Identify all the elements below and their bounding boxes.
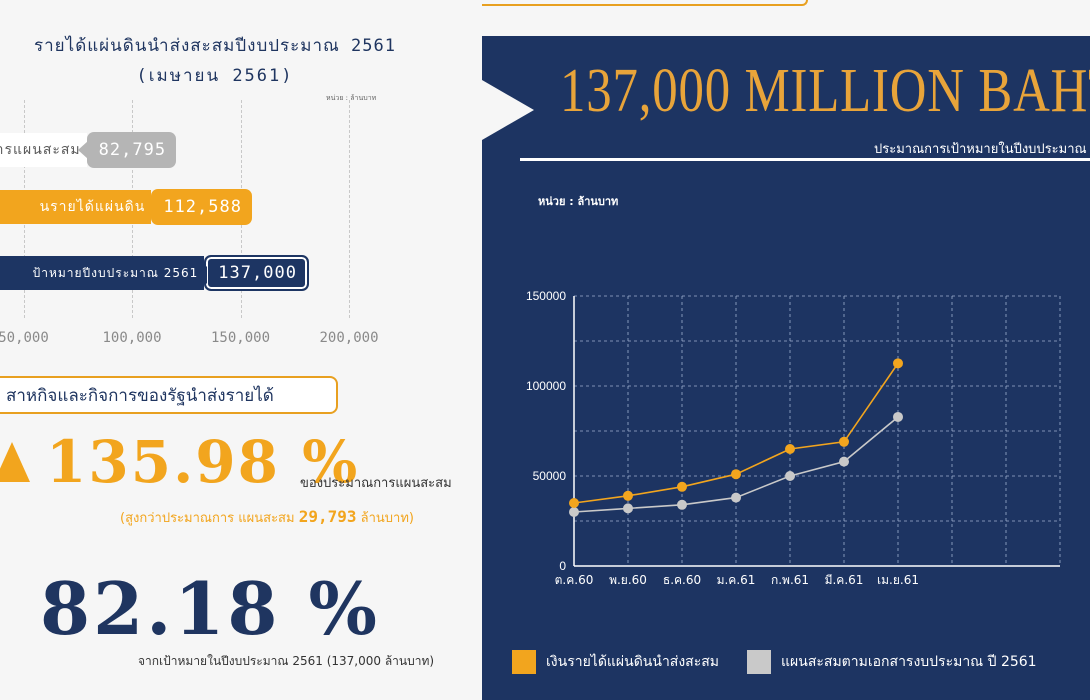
legend-swatch-orange xyxy=(512,650,536,674)
data-point xyxy=(893,411,903,422)
x-tick-label: ธ.ค.60 xyxy=(663,573,701,587)
x-tick-label: ก.พ.61 xyxy=(771,573,809,587)
data-point xyxy=(785,444,795,454)
arrow-notch xyxy=(482,80,534,140)
bar-label: ะมาณการแผนสะสม xyxy=(0,133,87,167)
x-tick-label: พ.ย.60 xyxy=(609,573,647,587)
legend: เงินรายได้แผ่นดินนำส่งสะสม แผนสะสมตามเอก… xyxy=(512,650,1065,674)
data-point xyxy=(785,471,795,481)
data-point xyxy=(677,499,687,510)
bar-row: ป้าหมายปีงบประมาณ 2561 137,000 xyxy=(0,255,309,291)
bar-row: ะมาณการแผนสะสม82,795 xyxy=(0,132,177,168)
headline: 137,000 MILLION BAHT xyxy=(560,57,1090,125)
divider xyxy=(520,158,1090,161)
note-value: 29,793 xyxy=(298,507,357,526)
data-point xyxy=(569,498,579,508)
percentage-note: (สูงกว่าประมาณการ แผนสะสม 29,793 ล้านบาท… xyxy=(120,507,414,528)
data-point xyxy=(839,436,849,447)
data-point xyxy=(677,481,687,492)
bar-chart-unit: หน่วย : ล้านบาท xyxy=(326,94,377,102)
x-tick-label: 50,000 xyxy=(0,330,49,346)
percentage-caption: ของประมาณการแผนสะสม xyxy=(300,476,452,491)
gridline xyxy=(349,100,350,318)
bar-value-label: 137,000 xyxy=(197,255,309,291)
line-chart-unit: หน่วย : ล้านบาท xyxy=(538,195,619,208)
big-percentage-2: 82.18 % xyxy=(40,566,380,651)
note-prefix: (สูงกว่าประมาณการ แผนสะสม xyxy=(120,511,295,526)
bar-value-label: 82,795 xyxy=(77,132,177,168)
x-tick-label: 200,000 xyxy=(319,330,379,346)
y-tick-label: 150000 xyxy=(526,289,566,303)
x-tick-label: ต.ค.60 xyxy=(555,573,594,587)
x-tick-label: มี.ค.61 xyxy=(825,573,864,587)
data-point xyxy=(839,456,849,467)
x-tick-label: 150,000 xyxy=(210,330,271,346)
data-point xyxy=(569,507,579,517)
up-triangle-icon xyxy=(0,442,30,482)
bar-chart-subtitle: (เมษายน 2561) xyxy=(136,66,294,86)
x-tick-label: เม.ย.61 xyxy=(877,573,919,587)
sub-headline: ประมาณการเป้าหมายในปีงบประมาณ 2 xyxy=(874,142,1090,157)
bar-chart-title: รายได้แผ่นดินนำส่งสะสมปีงบประมาณ 2561 xyxy=(34,36,396,56)
y-tick-label: 50000 xyxy=(533,469,567,483)
data-point xyxy=(731,469,741,480)
line-chart: 0 50000 100000 150000 ต.ค.60 พ.ย.60 ธ.ค.60 ม.ค.… xyxy=(526,289,1061,587)
data-point xyxy=(893,358,903,369)
big-percentage: 135.98 % xyxy=(46,428,360,496)
section-heading: สาหกิจและกิจการของรัฐนำส่งรายได้ xyxy=(0,376,338,414)
bar-value-label: 112,588 xyxy=(142,189,252,225)
bar-row: นรายได้แผ่นดิน 112,588 xyxy=(0,189,252,225)
percentage-2-caption: จากเป้าหมายในปีงบประมาณ 2561 (137,000 ล้… xyxy=(138,654,435,668)
right-panel: 137,000 MILLION BAHT ประมาณการเป้าหมายใน… xyxy=(482,36,1090,700)
legend-swatch-gray xyxy=(747,650,772,674)
legend-label-1: เงินรายได้แผ่นดินนำส่งสะสม xyxy=(546,654,720,670)
bar-label: นรายได้แผ่นดิน xyxy=(0,190,152,224)
y-tick-label: 100000 xyxy=(526,379,566,393)
bar-label: ป้าหมายปีงบประมาณ 2561 xyxy=(0,256,205,290)
y-tick-label: 0 xyxy=(559,559,566,573)
left-panel: รายได้แผ่นดินนำส่งสะสมปีงบประมาณ 2561 (เ… xyxy=(0,0,482,700)
data-point xyxy=(623,490,633,501)
legend-label-2: แผนสะสมตามเอกสารงบประมาณ ปี 2561 xyxy=(781,654,1037,670)
data-point xyxy=(731,492,741,503)
note-suffix: ล้านบาท) xyxy=(360,511,414,526)
x-tick-label: 100,000 xyxy=(102,330,162,346)
data-point xyxy=(623,503,633,514)
x-tick-label: ม.ค.61 xyxy=(717,573,756,587)
